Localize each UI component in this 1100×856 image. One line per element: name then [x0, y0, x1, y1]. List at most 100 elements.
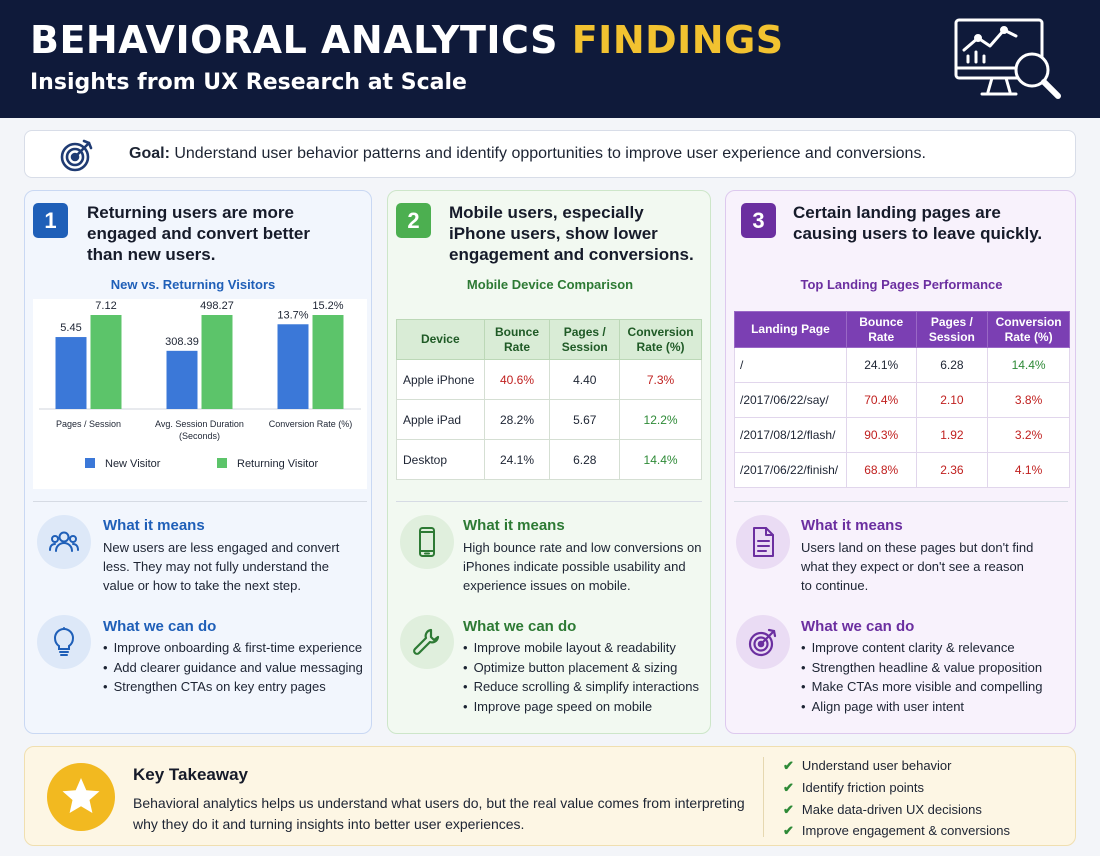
bar [55, 337, 87, 409]
column-header: Bounce Rate [483, 319, 551, 360]
check-icon: ✔ [783, 779, 794, 795]
header-line: Session [561, 339, 608, 354]
document-icon [753, 527, 774, 557]
header-line: Conversion [627, 324, 694, 339]
action-list: Improve mobile layout & readability Opti… [463, 638, 707, 716]
action-item: Make CTAs more visible and compelling [801, 677, 1067, 697]
legend-swatch [217, 458, 227, 468]
table-cell: 5.67 [549, 399, 621, 440]
section-divider [33, 501, 367, 502]
header-banner: BEHAVIORAL ANALYTICS FINDINGS Insights f… [0, 0, 1100, 118]
finding-title-line: than new users. [87, 245, 216, 264]
what-it-means-text: New users are less engaged and convert l… [103, 538, 365, 595]
users-icon-badge [37, 515, 91, 569]
action-item: Improve mobile layout & readability [463, 638, 707, 658]
star-icon [62, 778, 100, 813]
table-title: Mobile Device Comparison [466, 277, 634, 292]
table-cell: 2.36 [915, 452, 989, 488]
target-icon [748, 628, 777, 657]
table-cell: 24.1% [845, 347, 917, 383]
check-icon: ✔ [783, 823, 794, 839]
finding-title: Certain landing pages are causing users … [793, 202, 1042, 244]
table-cell: 1.92 [915, 417, 989, 453]
table-cell: 90.3% [845, 417, 917, 453]
finding-title-line: causing users to leave quickly. [793, 224, 1043, 243]
table-row: Apple iPad 28.2% 5.67 12.2% [396, 399, 702, 440]
header-line: Conversion [995, 314, 1062, 329]
table-cell: 7.3% [619, 359, 702, 400]
action-item: Add clearer guidance and value messaging [103, 658, 369, 678]
checklist-item: ✔ Make data-driven UX decisions [783, 799, 1010, 821]
finding-title-line: iPhone users, show lower [449, 224, 658, 243]
finding-number-badge: 2 [396, 203, 431, 238]
header-line: Landing Page [751, 322, 830, 336]
action-item: Improve page speed on mobile [463, 697, 707, 717]
table-title: Top Landing Pages Performance [800, 277, 1003, 292]
data-label: 15.2% [312, 300, 343, 312]
what-it-means-text: High bounce rate and low conversions on … [463, 538, 703, 595]
data-label: 13.7% [277, 309, 308, 321]
landing-pages-table: Landing Page Bounce Rate Pages / Session C… [734, 311, 1070, 488]
table-cell: 4.1% [987, 452, 1070, 488]
header-line: Rate (%) [1004, 329, 1053, 344]
table-cell: /2017/06/22/say/ [734, 382, 847, 418]
action-list: Improve onboarding & first-time experien… [103, 638, 369, 697]
what-it-means-heading: What it means [103, 517, 205, 534]
table-cell: Apple iPad [396, 399, 485, 440]
users-icon [49, 531, 79, 552]
key-takeaway-panel: Key Takeaway Behavioral analytics helps … [24, 746, 1076, 846]
checklist-item: ✔ Identify friction points [783, 777, 1010, 799]
finding-card-2: 2 Mobile users, especially iPhone users,… [387, 190, 711, 734]
header-line: Session [928, 329, 975, 344]
smartphone-icon [419, 527, 435, 557]
table-cell: 14.4% [619, 439, 702, 480]
table-row: /2017/06/22/finish/ 68.8% 2.36 4.1% [734, 452, 1070, 488]
header-line: Device [420, 332, 460, 346]
bar [277, 324, 309, 409]
takeaway-checklist: ✔ Understand user behavior ✔ Identify fric… [783, 755, 1010, 842]
table-cell: 3.2% [987, 417, 1070, 453]
target-icon-badge [736, 615, 790, 669]
table-cell: /2017/08/12/flash/ [734, 417, 847, 453]
wrench-icon-badge [400, 615, 454, 669]
table-cell: Apple iPhone [396, 359, 485, 400]
checklist-label: Make data-driven UX decisions [801, 801, 982, 817]
header-line: Bounce [859, 314, 904, 329]
column-header: Conversion Rate (%) [987, 311, 1070, 348]
text-line: Behavioral analytics helps us understand… [133, 795, 745, 811]
category-label: Conversion Rate (%) [269, 419, 353, 429]
text-line: why they do it and turning insights into… [133, 816, 525, 832]
table-cell: 24.1% [483, 439, 551, 480]
text-line: iPhones indicate possible usability and [463, 559, 686, 574]
header-line: Pages / [563, 324, 606, 339]
finding-title-line: engagement and conversions. [449, 245, 694, 264]
goal-bar: Goal: Understand user behavior patterns … [24, 130, 1076, 178]
bar-chart: 5.45 7.12 Pages / Session 308.39 498.27 Avg. … [39, 300, 361, 470]
column-header: Landing Page [734, 311, 847, 348]
column-header: Pages / Session [915, 311, 989, 348]
what-we-can-do-heading: What we can do [801, 618, 915, 635]
finding-title: Returning users are more engaged and con… [87, 202, 310, 265]
section-divider [734, 501, 1068, 502]
goal-text: Goal: Understand user behavior patterns … [129, 145, 926, 163]
action-item: Strengthen headline & value proposition [801, 658, 1067, 678]
document-icon-badge [736, 515, 790, 569]
table-cell: / [734, 347, 847, 383]
goal-description: Understand user behavior patterns and id… [174, 145, 926, 162]
table-row: /2017/06/22/say/ 70.4% 2.10 3.8% [734, 382, 1070, 418]
text-line: to continue. [801, 578, 869, 593]
table-cell: Desktop [396, 439, 485, 480]
column-header: Bounce Rate [845, 311, 917, 348]
action-item: Improve content clarity & relevance [801, 638, 1067, 658]
what-we-can-do-heading: What we can do [463, 618, 577, 635]
text-line: Users land on these pages but don't find [801, 540, 1034, 555]
key-takeaway-text: Behavioral analytics helps us understand… [133, 793, 753, 835]
finding-title-line: Mobile users, especially [449, 203, 644, 222]
check-icon: ✔ [783, 801, 794, 817]
device-comparison-table: Device Bounce Rate Pages / Session Convers… [396, 319, 702, 480]
what-we-can-do-heading: What we can do [103, 618, 217, 635]
text-line: less. They may not fully understand the [103, 559, 329, 574]
lightbulb-icon-badge [37, 615, 91, 669]
table-row: Apple iPhone 40.6% 4.40 7.3% [396, 359, 702, 400]
action-list: Improve content clarity & relevance Stre… [801, 638, 1067, 716]
